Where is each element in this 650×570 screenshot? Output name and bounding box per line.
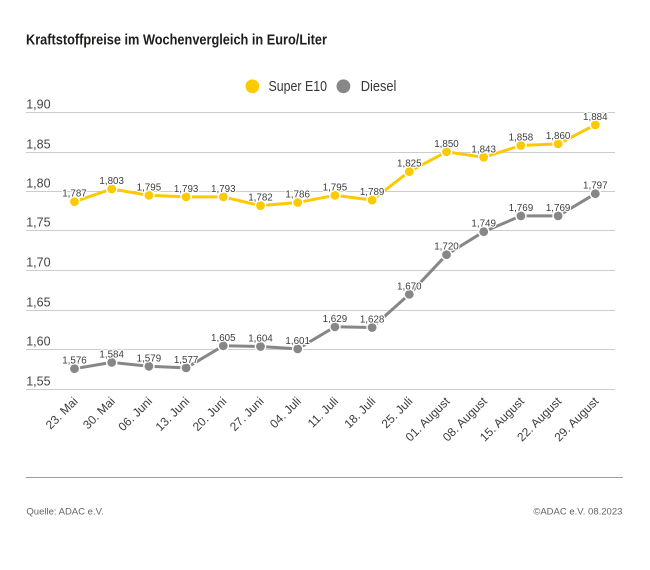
svg-text:1,601: 1,601 bbox=[285, 336, 310, 347]
svg-text:Quelle: ADAC e.V.: Quelle: ADAC e.V. bbox=[26, 506, 103, 517]
svg-text:1,85: 1,85 bbox=[26, 137, 50, 151]
svg-text:1,60: 1,60 bbox=[26, 334, 50, 348]
svg-text:1,850: 1,850 bbox=[434, 139, 459, 150]
svg-text:1,584: 1,584 bbox=[99, 349, 124, 360]
svg-text:1,858: 1,858 bbox=[509, 133, 534, 144]
svg-text:1,782: 1,782 bbox=[248, 193, 273, 204]
svg-text:1,670: 1,670 bbox=[397, 281, 422, 292]
svg-text:1,90: 1,90 bbox=[26, 97, 50, 111]
svg-text:1,860: 1,860 bbox=[546, 131, 571, 142]
svg-text:1,797: 1,797 bbox=[583, 181, 608, 192]
svg-text:1,577: 1,577 bbox=[174, 355, 199, 366]
svg-text:1,787: 1,787 bbox=[62, 189, 87, 200]
svg-text:1,825: 1,825 bbox=[397, 159, 422, 170]
svg-text:1,843: 1,843 bbox=[471, 144, 496, 155]
svg-text:1,629: 1,629 bbox=[323, 314, 348, 325]
svg-text:1,605: 1,605 bbox=[211, 333, 236, 344]
svg-text:1,803: 1,803 bbox=[99, 176, 124, 187]
svg-text:1,604: 1,604 bbox=[248, 334, 273, 345]
svg-text:1,65: 1,65 bbox=[26, 295, 50, 309]
svg-text:1,749: 1,749 bbox=[471, 219, 496, 230]
svg-text:Diesel: Diesel bbox=[361, 78, 397, 95]
svg-text:1,769: 1,769 bbox=[509, 203, 534, 214]
svg-text:1,793: 1,793 bbox=[174, 184, 199, 195]
svg-text:Kraftstoffpreise im Wochenverg: Kraftstoffpreise im Wochenvergleich in E… bbox=[26, 32, 327, 49]
svg-text:1,793: 1,793 bbox=[211, 184, 236, 195]
svg-text:1,75: 1,75 bbox=[26, 215, 50, 229]
svg-text:1,628: 1,628 bbox=[360, 315, 385, 326]
svg-text:©ADAC e.V. 08.2023: ©ADAC e.V. 08.2023 bbox=[533, 506, 622, 517]
svg-text:1,795: 1,795 bbox=[323, 182, 348, 193]
svg-text:1,576: 1,576 bbox=[62, 356, 87, 367]
svg-text:1,769: 1,769 bbox=[546, 203, 571, 214]
svg-text:1,720: 1,720 bbox=[434, 242, 459, 253]
svg-text:Super E10: Super E10 bbox=[269, 78, 328, 95]
svg-text:1,579: 1,579 bbox=[137, 353, 162, 364]
svg-text:1,884: 1,884 bbox=[583, 112, 608, 123]
svg-text:1,80: 1,80 bbox=[26, 176, 50, 190]
svg-text:1,795: 1,795 bbox=[137, 182, 162, 193]
svg-text:1,786: 1,786 bbox=[285, 190, 310, 201]
svg-text:1,70: 1,70 bbox=[26, 255, 50, 269]
svg-text:1,789: 1,789 bbox=[360, 187, 385, 198]
svg-text:1,55: 1,55 bbox=[26, 374, 50, 388]
